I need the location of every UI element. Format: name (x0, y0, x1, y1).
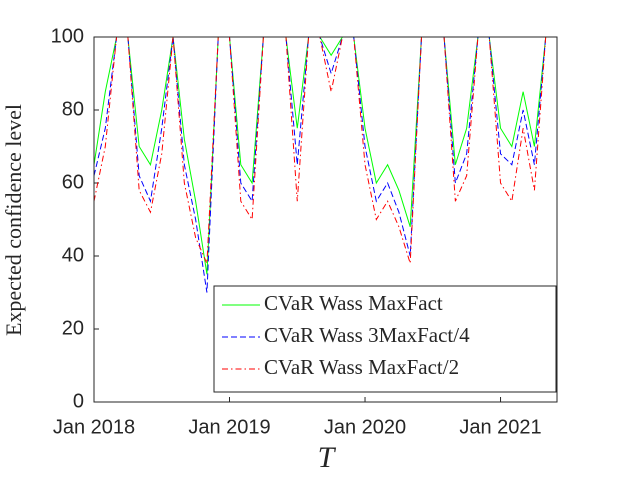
x-tick-label: Jan 2019 (188, 416, 270, 438)
y-tick-label: 0 (73, 390, 84, 412)
x-tick-label: Jan 2020 (324, 416, 406, 438)
y-tick-label: 40 (62, 244, 84, 266)
x-axis-label: T (318, 441, 337, 474)
y-tick-label: 20 (62, 317, 84, 339)
y-axis-label: Expected confidence level (1, 104, 26, 336)
x-tick-label: Jan 2021 (459, 416, 541, 438)
y-tick-label: 80 (62, 98, 84, 120)
x-tick-label: Jan 2018 (53, 416, 135, 438)
legend-box (213, 285, 557, 393)
legend-label: CVaR Wass 3MaxFact/4 (264, 323, 470, 347)
y-tick-label: 60 (62, 171, 84, 193)
legend-label: CVaR Wass MaxFact/2 (264, 355, 459, 379)
y-tick-label: 100 (51, 25, 84, 47)
legend-label: CVaR Wass MaxFact (264, 291, 443, 315)
axes-box (93, 36, 558, 403)
